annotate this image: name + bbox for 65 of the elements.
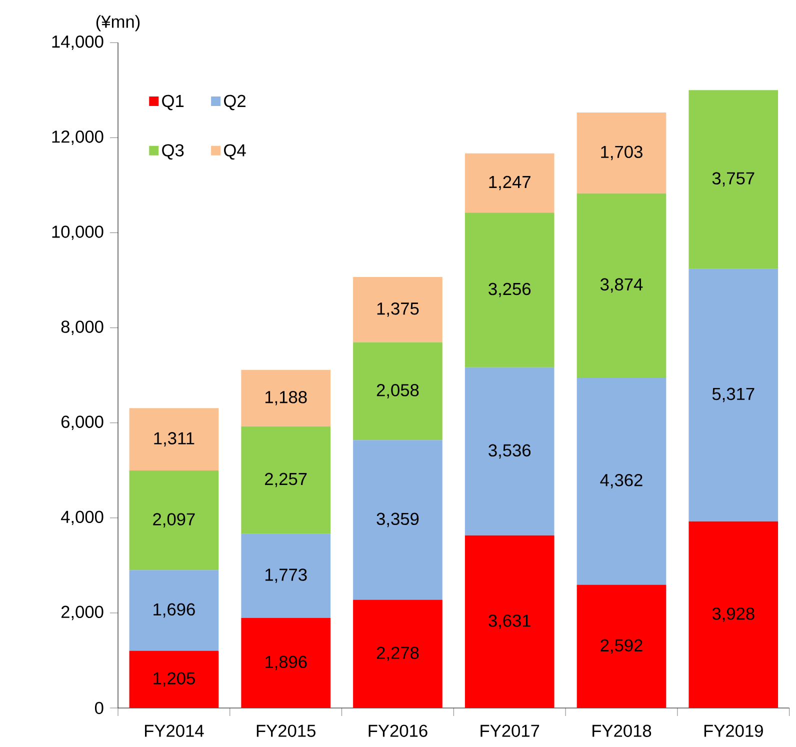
y-tick-label: 2,000 [61,606,104,620]
x-tick-label: FY2018 [592,724,652,738]
data-label: 1,703 [601,146,642,160]
data-label: 3,874 [600,278,643,293]
x-tick-label: FY2016 [368,724,428,738]
bar [129,470,219,570]
data-label: 1,375 [377,302,419,317]
bar [576,112,666,194]
y-tick-label: 6,000 [61,416,104,430]
x-tick-label: FY2015 [256,724,316,738]
x-tick-label: FY2017 [480,724,540,738]
data-label: 5,317 [712,388,754,402]
data-label: 4,362 [600,474,642,488]
bar [464,536,554,708]
y-tick-label: 14,000 [52,36,104,50]
bar [576,378,666,585]
bar [464,154,554,213]
data-label: 2,592 [600,639,642,654]
bar [129,570,219,651]
y-tick-label: 0 [94,702,104,714]
bar [241,370,330,427]
data-label: 1,205 [154,672,195,687]
bar [576,584,666,708]
data-label: 2,058 [376,384,419,399]
legend-label: Q3 [162,144,184,160]
bar [129,408,219,471]
data-label: 3,928 [712,608,754,622]
bar [241,618,330,708]
data-label: 1,311 [154,432,194,447]
y-tick-label: 12,000 [52,130,104,146]
y-axis-title: (¥mn) [96,15,140,32]
bar [353,600,442,708]
data-label: 3,757 [712,172,754,187]
bar [241,534,330,618]
bar [688,521,778,708]
bar [464,368,554,536]
bar [353,440,442,600]
bar [353,342,442,440]
x-tick-label: FY2019 [704,724,763,738]
bar [353,277,442,342]
data-label: 2,097 [153,513,195,528]
data-label: 1,896 [265,656,307,670]
y-tick-label: 8,000 [61,320,104,336]
legend-label: Q2 [224,95,246,110]
data-label: 1,247 [489,176,530,190]
bar [688,268,778,522]
data-label: 3,256 [488,283,531,298]
data-label: 3,359 [376,512,419,528]
y-tick-label: 4,000 [60,510,104,526]
data-label: 2,278 [376,646,419,662]
bar [241,426,330,534]
data-label: 3,631 [488,614,530,630]
x-tick-label: FY2014 [145,724,204,738]
data-label: 1,188 [265,391,307,406]
data-label: 1,773 [265,568,307,584]
bar [576,194,666,378]
y-tick-label: 10,000 [52,226,104,240]
bar [688,90,778,269]
bar [129,650,219,708]
legend-label: Q1 [162,95,184,110]
bar [464,212,554,368]
legend-label: Q4 [224,144,246,160]
data-label: 1,696 [154,603,195,618]
data-label: 2,257 [265,473,307,488]
data-label: 3,536 [488,444,531,459]
